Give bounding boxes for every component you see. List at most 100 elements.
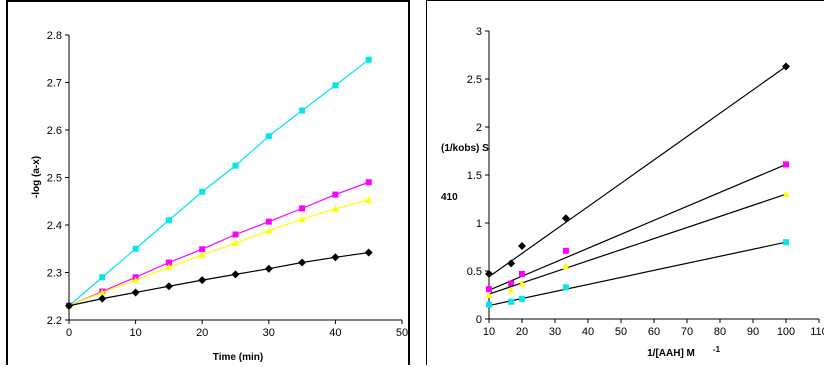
left-series-4-point [231, 270, 240, 279]
left-series-3-point [132, 276, 140, 284]
left-y-tick-label: 2.2 [47, 315, 62, 327]
left-x-tick-label: 0 [66, 327, 72, 339]
right-x-tick-label: 30 [549, 326, 561, 338]
right-y-tick-label: 0.5 [467, 266, 482, 278]
right-x-axis-title: 1/[AAH] M [647, 348, 695, 359]
right-series-2-point [508, 280, 515, 287]
left-axes: 0 10 20 30 40 50 2.2 2.3 2.4 2.5 2.6 2.7 2.8 [47, 30, 408, 339]
right-series-4-point [486, 301, 492, 308]
right-series-3-point [782, 190, 790, 198]
right-series-1 [485, 62, 790, 278]
left-series-3-point [165, 263, 173, 271]
left-series-3 [65, 196, 373, 309]
right-series-3-fit-line [488, 193, 787, 295]
left-y-tick-label: 2.8 [47, 30, 62, 42]
right-series-2-fit-line [488, 163, 787, 291]
left-y-tick-label: 2.5 [47, 173, 62, 185]
right-series-1-point [518, 242, 526, 251]
right-series-1-point [507, 259, 516, 268]
left-series-4-line [68, 251, 369, 307]
left-series-3-point [198, 251, 206, 258]
right-series-4-point [562, 284, 569, 291]
left-x-tick-label: 50 [396, 327, 408, 339]
left-series-2-line [68, 181, 369, 307]
right-x-tick-label: 10 [483, 326, 495, 338]
right-x-tick-label: 100 [777, 326, 795, 338]
left-y-tick-label: 2.4 [47, 220, 62, 232]
left-y-tick-label: 2.3 [47, 268, 62, 280]
left-series-4-point [98, 294, 107, 303]
left-series-2-point [232, 231, 239, 238]
left-x-axis-title: Time (min) [213, 352, 263, 363]
left-series-2-point [332, 191, 339, 198]
left-series-4-point [65, 301, 73, 310]
right-x-tick-label: 90 [747, 326, 759, 338]
left-series-3-point [365, 196, 373, 203]
left-series-1-point [365, 56, 372, 63]
right-series-4-point [508, 298, 515, 305]
right-y-tick-label: 2.5 [467, 74, 482, 86]
right-y-tick-label: 3 [476, 26, 482, 38]
right-axes: 10 20 30 40 50 60 70 80 90 100 110 0 0.5 1 1.5 2 2.5 3 [467, 26, 824, 338]
left-series-3-point [232, 239, 239, 247]
left-y-tick-label: 2.6 [47, 125, 62, 137]
right-series-group [485, 62, 790, 308]
left-x-tick-label: 30 [263, 327, 275, 339]
left-series-1-point [99, 274, 106, 281]
left-x-tick-label: 10 [129, 327, 141, 339]
right-y-tick-label: 1.5 [467, 170, 482, 182]
left-series-1-point [232, 162, 239, 169]
left-chart-panel: 0 10 20 30 40 50 2.2 2.3 2.4 2.5 2.6 2.7 2.8 Time (m… [6, 0, 410, 365]
right-series-3 [485, 190, 790, 298]
left-series-3-point [298, 215, 306, 223]
right-x-tick-label: 60 [648, 326, 660, 338]
right-series-3-point [507, 286, 515, 294]
right-series-4 [486, 239, 789, 308]
right-series-1-point [561, 214, 570, 223]
right-series-4-point [783, 239, 789, 246]
right-x-tick-label: 70 [681, 326, 693, 338]
right-series-2 [486, 161, 789, 293]
left-series-4-point [364, 248, 373, 257]
right-y-axis-title: (1/kobs) S [441, 143, 489, 154]
right-y-axis-exponent: 410 [441, 192, 458, 203]
right-series-3-point [485, 291, 493, 298]
right-series-3-point [562, 262, 570, 270]
left-y-axis-title: -log (a-x) [31, 156, 42, 198]
left-x-tick-label: 40 [329, 327, 341, 339]
left-series-3-point [331, 205, 339, 212]
left-series-1-point [265, 133, 272, 140]
left-series-3-point [98, 288, 106, 296]
left-x-tick-label: 20 [196, 327, 208, 339]
left-series-1-point [132, 245, 139, 252]
right-x-tick-label: 20 [516, 326, 528, 338]
left-series-3-point [265, 227, 273, 234]
right-x-tick-label: 110 [810, 326, 824, 338]
right-chart-panel: 10 20 30 40 50 60 70 80 90 100 110 0 0.5 1 1.5 2 2.5 3 (1… [426, 0, 824, 365]
time-plot: 0 10 20 30 40 50 2.2 2.3 2.4 2.5 2.6 2.7 2.8 Time (m… [31, 30, 408, 363]
left-series-2-point [199, 246, 206, 253]
left-series-2-point [299, 205, 306, 212]
right-series-2-point [519, 270, 525, 277]
left-series-1-point [332, 82, 339, 89]
right-series-1-point [485, 269, 493, 278]
left-series-4-point [264, 264, 273, 273]
right-y-tick-label: 0 [476, 314, 482, 326]
left-series-4-point [164, 282, 173, 291]
left-series-4-point [331, 253, 340, 262]
left-series-3-line [68, 199, 369, 307]
left-series-1-point [299, 107, 306, 114]
left-series-group [65, 56, 373, 310]
left-series-4-point [298, 258, 307, 267]
left-series-2-point [265, 218, 272, 225]
right-x-axis-exponent: -1 [713, 345, 721, 354]
right-series-2-point [562, 247, 569, 254]
right-series-3-point [518, 279, 526, 287]
right-x-tick-label: 40 [582, 326, 594, 338]
right-series-2-point [486, 286, 492, 293]
right-y-tick-label: 2 [476, 122, 482, 134]
reciprocal-plot: 10 20 30 40 50 60 70 80 90 100 110 0 0.5 1 1.5 2 2.5 3 (1… [441, 26, 824, 359]
right-y-tick-label: 1 [476, 218, 482, 230]
right-x-tick-label: 50 [615, 326, 627, 338]
right-series-1-point [782, 62, 790, 71]
